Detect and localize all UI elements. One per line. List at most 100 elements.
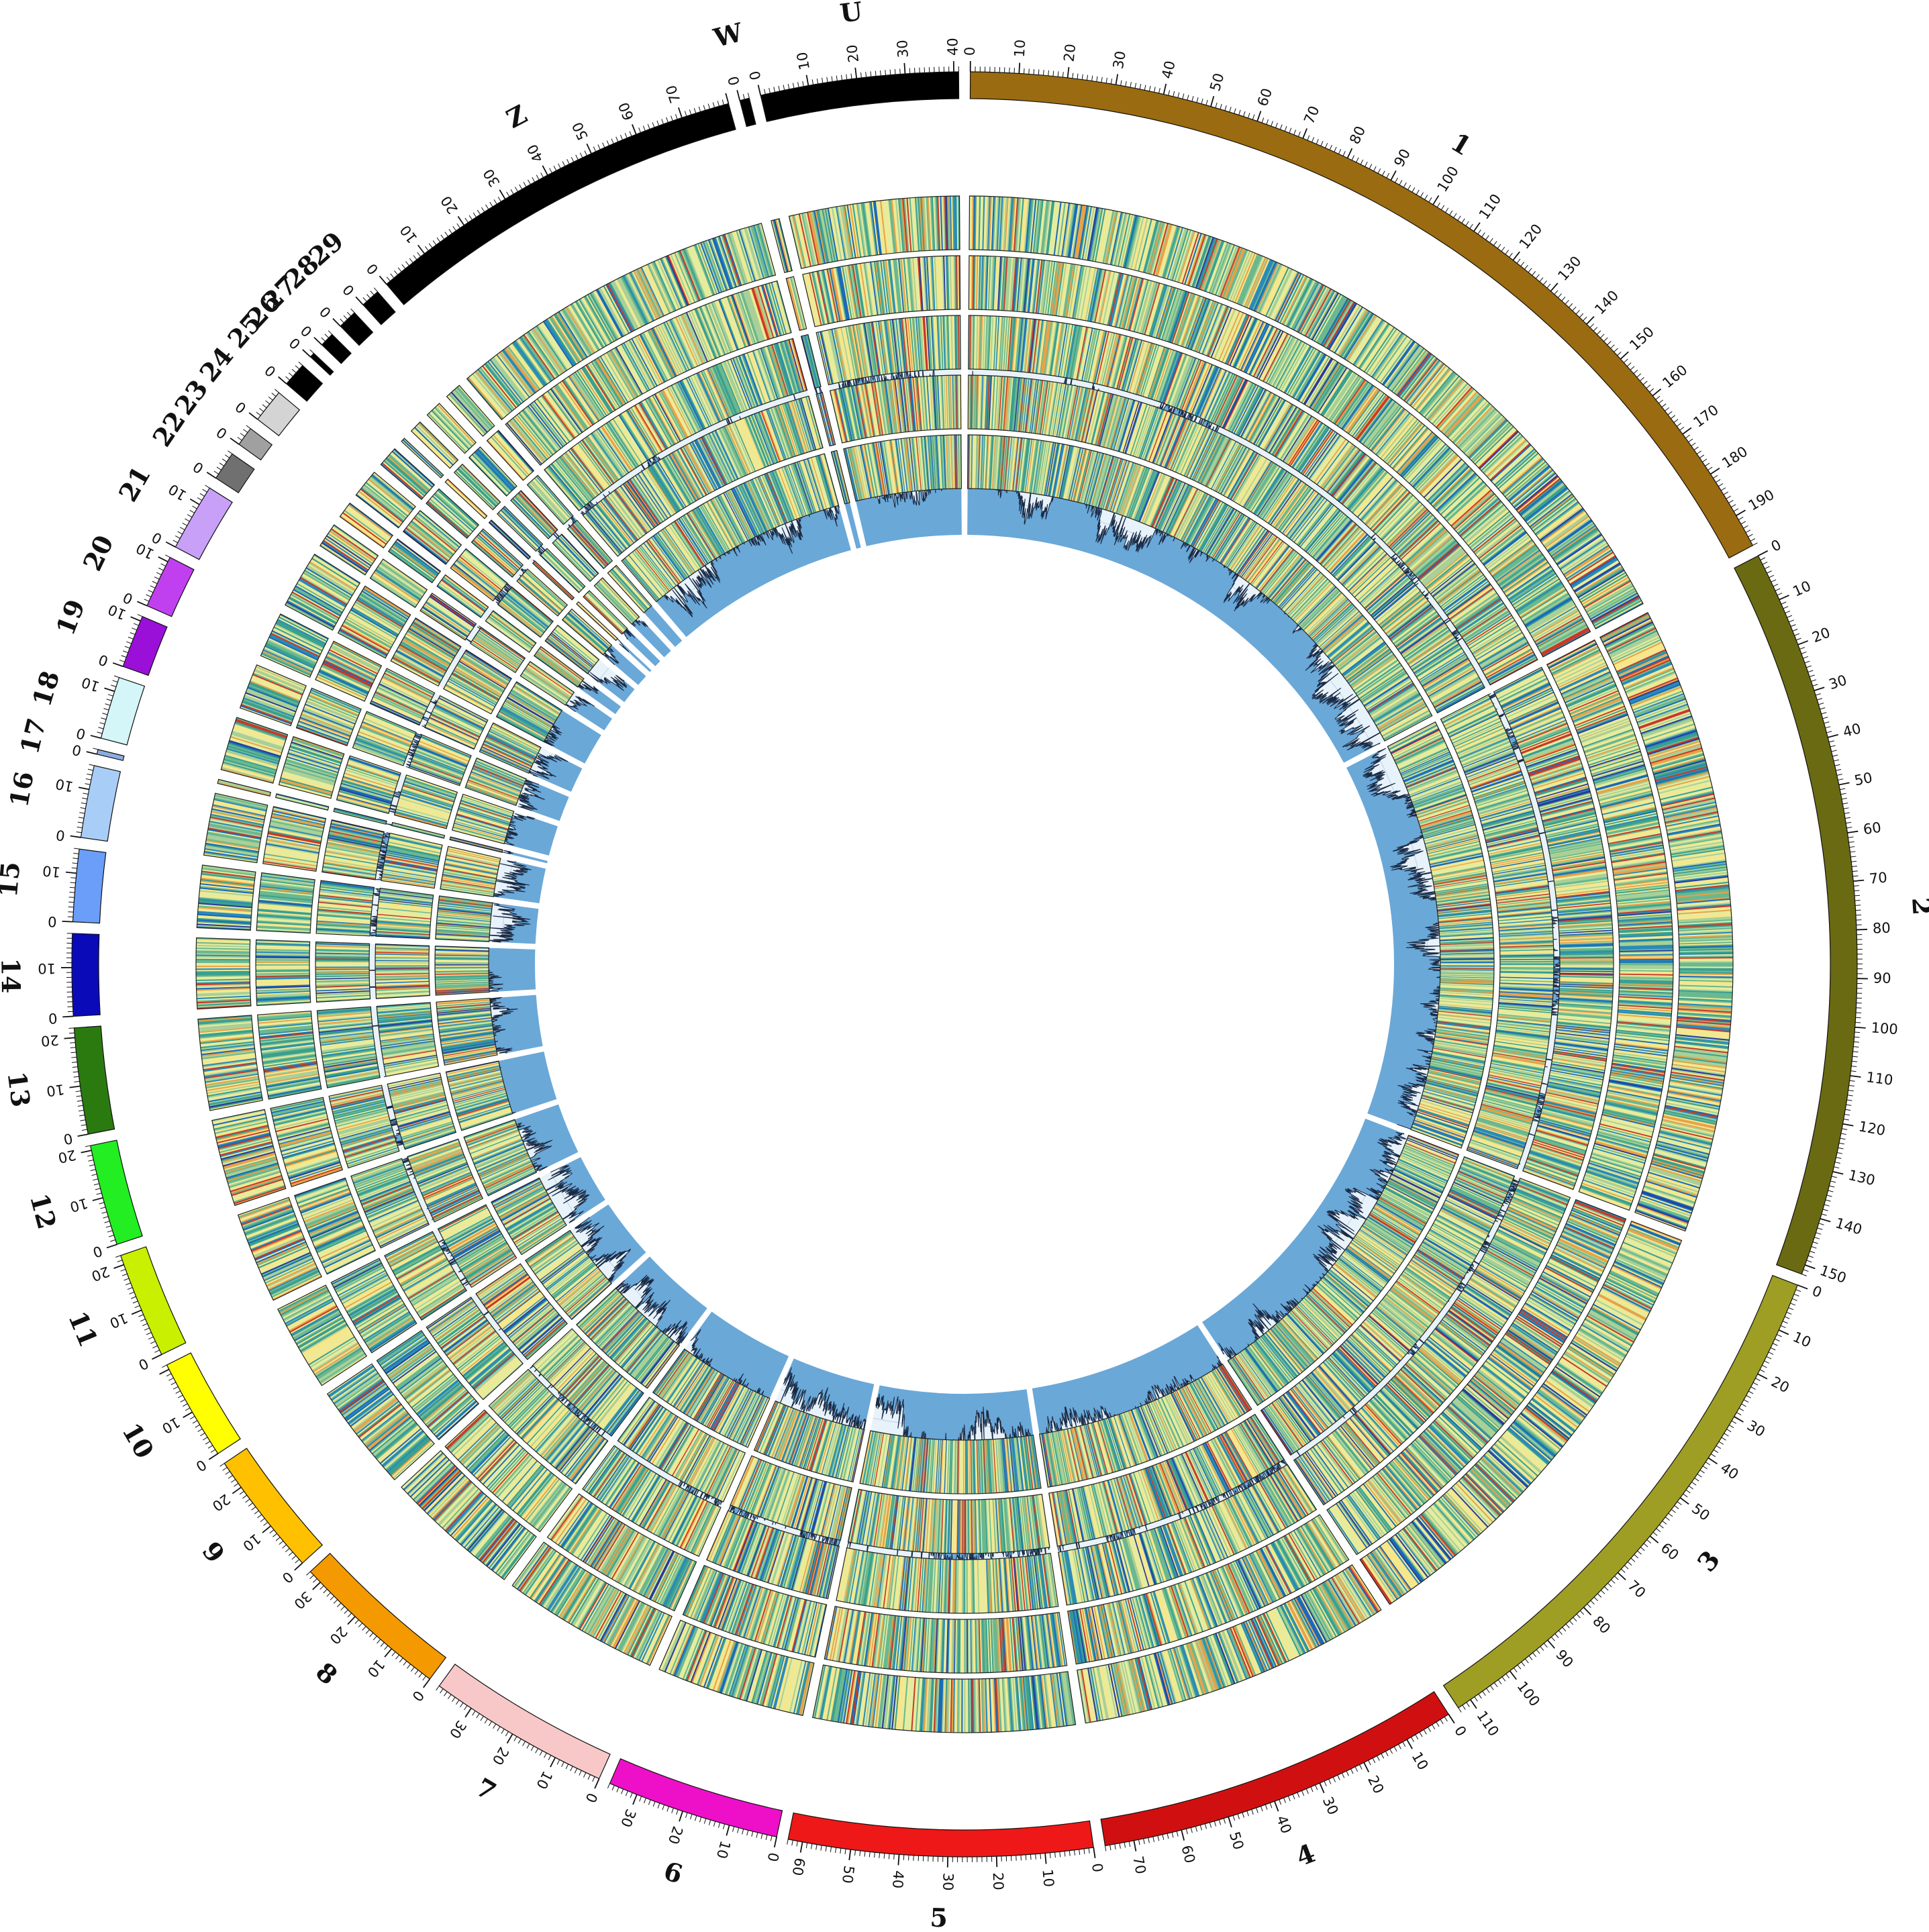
heatmap-cell [1425, 376, 1461, 419]
heatmap-cell [1337, 309, 1367, 356]
heatmap-cell [1339, 310, 1370, 357]
heatmap-cell [1393, 350, 1428, 394]
heatmap-cell [1625, 670, 1676, 693]
heatmap-cell [1071, 204, 1081, 258]
heatmap-cell [1583, 580, 1632, 609]
heatmap-cell [1234, 252, 1256, 303]
heatmap-cell [1063, 203, 1073, 257]
heatmap-cell [1542, 512, 1587, 546]
heatmap-cell [1083, 206, 1094, 260]
histogram-area-chr-19 [503, 772, 569, 821]
heatmap-cell [1032, 199, 1040, 254]
heatmap-cell [1612, 639, 1662, 664]
heatmap-cell [1622, 663, 1673, 686]
heatmap-cell [1677, 1015, 1732, 1021]
heatmap-cell [1669, 1085, 1722, 1097]
heatmap-cell [1383, 341, 1416, 386]
heatmap-cell [1652, 754, 1704, 770]
heatmap-cell [1679, 944, 1733, 948]
heatmap-cell [1201, 239, 1221, 291]
heatmap-cell [1052, 201, 1060, 256]
heatmap-cell [1679, 987, 1733, 991]
heatmap-cell [1669, 837, 1723, 848]
heatmap-cell [1522, 485, 1567, 519]
heatmap-cell [1554, 530, 1600, 562]
heatmap-cell [1547, 519, 1592, 552]
heatmap-cell [1544, 515, 1590, 549]
heatmap-cell [1673, 1057, 1727, 1066]
heatmap-cell [1671, 850, 1725, 860]
heatmap-cell [1180, 232, 1199, 284]
heatmap-cell [1662, 796, 1715, 810]
heatmap-cell [1610, 635, 1660, 660]
heatmap-cell [1644, 727, 1696, 746]
heatmap-cell [1641, 717, 1693, 736]
heatmap-cell [1676, 897, 1730, 903]
heatmap-cell [1454, 405, 1493, 446]
heatmap-cell [1273, 271, 1299, 321]
heatmap-cell [1261, 265, 1286, 315]
heatmap-cell [1679, 962, 1734, 964]
heatmap-cell [1035, 199, 1043, 254]
heatmap-cell [1065, 203, 1075, 257]
heatmap-cell [1407, 360, 1442, 404]
heatmap-cell [1618, 654, 1669, 678]
histogram-line-chr-28 [617, 603, 648, 627]
heatmap-cell [1673, 1058, 1726, 1068]
heatmap-cell [1049, 201, 1058, 255]
heatmap-cell [1202, 240, 1222, 291]
heatmap-cell [1649, 743, 1701, 760]
heatmap-cell [1678, 927, 1732, 932]
heatmap-cell [1080, 206, 1091, 260]
heatmap-cell [1320, 298, 1349, 346]
heatmap-cell [1675, 884, 1730, 892]
histogram-area-chr-u [854, 454, 962, 546]
heatmap-cell [1636, 701, 1687, 721]
heatmap-cell [1677, 901, 1731, 907]
heatmap-cell [1663, 800, 1716, 813]
heatmap-cell [1537, 504, 1581, 538]
heatmap-cell [1656, 770, 1709, 786]
heatmap-cell [1449, 399, 1487, 441]
heatmap-cell [1528, 492, 1573, 527]
heatmap-cell [1675, 877, 1728, 885]
heatmap-cell [1620, 658, 1671, 681]
heatmap-cell [1586, 585, 1634, 613]
heatmap-cell [1038, 200, 1046, 254]
heatmap-cell [986, 196, 990, 250]
heatmap-cell [1427, 378, 1463, 421]
heatmap-cell [1091, 208, 1102, 262]
heatmap-cell [1603, 619, 1652, 646]
histogram-area-chr-5 [875, 1385, 1034, 1474]
heatmap-cell [1670, 1078, 1724, 1088]
heatmap-cell [1520, 480, 1563, 515]
heatmap-cell [1661, 789, 1714, 803]
histogram-area-chr-15 [471, 903, 539, 944]
heatmap-cell [1164, 226, 1181, 279]
heatmap-cell [1626, 673, 1677, 696]
heatmap-cell [1667, 1096, 1720, 1108]
heatmap-cell [1538, 507, 1583, 540]
heatmap-cell [1567, 550, 1614, 581]
heatmap-cell [1454, 404, 1493, 445]
heatmap-cell [1672, 858, 1726, 867]
heatmap-cell [1125, 215, 1139, 268]
heatmap-cell [1679, 960, 1733, 962]
heatmap-cell [1673, 1051, 1728, 1060]
heatmap-cell [1507, 464, 1549, 501]
heatmap-cell [1034, 199, 1041, 254]
heatmap-cell [1542, 511, 1587, 544]
histogram-line-chr-10 [522, 1164, 590, 1229]
heatmap-cell [1101, 210, 1114, 264]
heatmap-cell [1553, 528, 1599, 560]
heatmap-cell [1610, 633, 1659, 659]
heatmap-cell [1399, 354, 1434, 399]
heatmap-cell [997, 197, 1002, 251]
heatmap-cell [1673, 859, 1726, 868]
heatmap-cell [1215, 244, 1236, 296]
heatmap-cell [1475, 425, 1514, 465]
heatmap-cell [1584, 581, 1632, 610]
heatmap-cell [1169, 227, 1187, 281]
heatmap-cell [1438, 388, 1475, 430]
heatmap-cell [1046, 201, 1054, 255]
